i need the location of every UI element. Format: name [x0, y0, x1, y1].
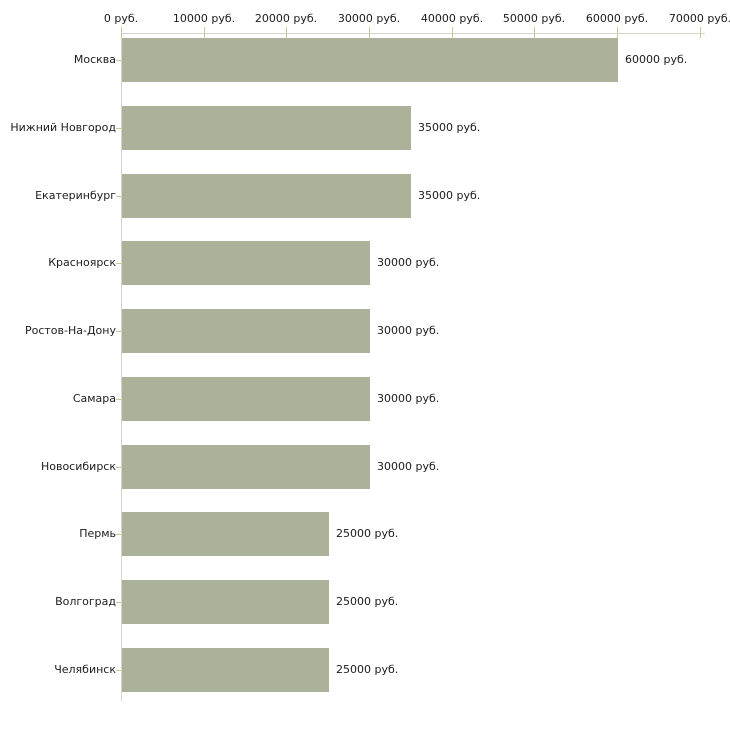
category-label: Ростов-На-Дону: [24, 324, 116, 337]
bar-segment: [122, 445, 370, 489]
category-label: Пермь: [79, 527, 116, 540]
category-label: Новосибирск: [40, 460, 116, 473]
y-axis-tick: [116, 602, 121, 603]
x-axis-tick: [534, 27, 535, 38]
bar-value-label: 25000 руб.: [336, 663, 399, 676]
category-label: Москва: [73, 53, 116, 66]
x-axis-tick-label: 30000 руб.: [337, 12, 401, 25]
x-axis-tick: [369, 27, 370, 38]
y-axis-tick: [116, 196, 121, 197]
y-axis-tick: [116, 467, 121, 468]
bar-value-label: 30000 руб.: [377, 324, 440, 337]
bar-segment: [122, 106, 411, 150]
bar-value-label: 60000 руб.: [625, 53, 688, 66]
y-axis-tick: [116, 399, 121, 400]
bar-segment: [122, 377, 370, 421]
x-axis-tick-label: 10000 руб.: [172, 12, 236, 25]
y-axis-tick: [116, 331, 121, 332]
bar-value-label: 30000 руб.: [377, 392, 440, 405]
x-axis-tick: [286, 27, 287, 38]
bar-segment: [122, 512, 329, 556]
category-label: Челябинск: [54, 663, 116, 676]
bar-value-label: 30000 руб.: [377, 256, 440, 269]
y-axis-tick: [116, 534, 121, 535]
bar-segment: [122, 241, 370, 285]
bar-segment: [122, 580, 329, 624]
x-axis-tick: [617, 27, 618, 38]
category-label: Волгоград: [55, 595, 116, 608]
bar-segment: [122, 38, 618, 82]
category-label: Екатеринбург: [35, 189, 116, 202]
bar-value-label: 25000 руб.: [336, 595, 399, 608]
category-label: Красноярск: [48, 256, 116, 269]
x-axis-tick: [452, 27, 453, 38]
y-axis-tick: [116, 60, 121, 61]
bar-segment: [122, 174, 411, 218]
x-axis-tick-label: 50000 руб.: [502, 12, 566, 25]
y-axis-tick: [116, 670, 121, 671]
y-axis-line: [121, 33, 122, 701]
x-axis-tick: [204, 27, 205, 38]
y-axis-tick: [116, 263, 121, 264]
x-axis-tick-label: 40000 руб.: [420, 12, 484, 25]
category-label: Нижний Новгород: [10, 121, 116, 134]
y-axis-tick: [116, 128, 121, 129]
bar-value-label: 30000 руб.: [377, 460, 440, 473]
bar-segment: [122, 648, 329, 692]
category-label: Самара: [72, 392, 116, 405]
bar-segment: [122, 309, 370, 353]
x-axis-line: [121, 33, 705, 34]
x-axis-tick-label: 60000 руб.: [585, 12, 649, 25]
x-axis-tick: [121, 27, 122, 38]
bar-value-label: 25000 руб.: [336, 527, 399, 540]
x-axis-tick-label: 20000 руб.: [254, 12, 318, 25]
x-axis-tick-label: 70000 руб.: [668, 12, 730, 25]
x-axis-tick: [700, 27, 701, 38]
bar-value-label: 35000 руб.: [418, 189, 481, 202]
x-axis-tick-label: 0 руб.: [103, 12, 139, 25]
bar-value-label: 35000 руб.: [418, 121, 481, 134]
